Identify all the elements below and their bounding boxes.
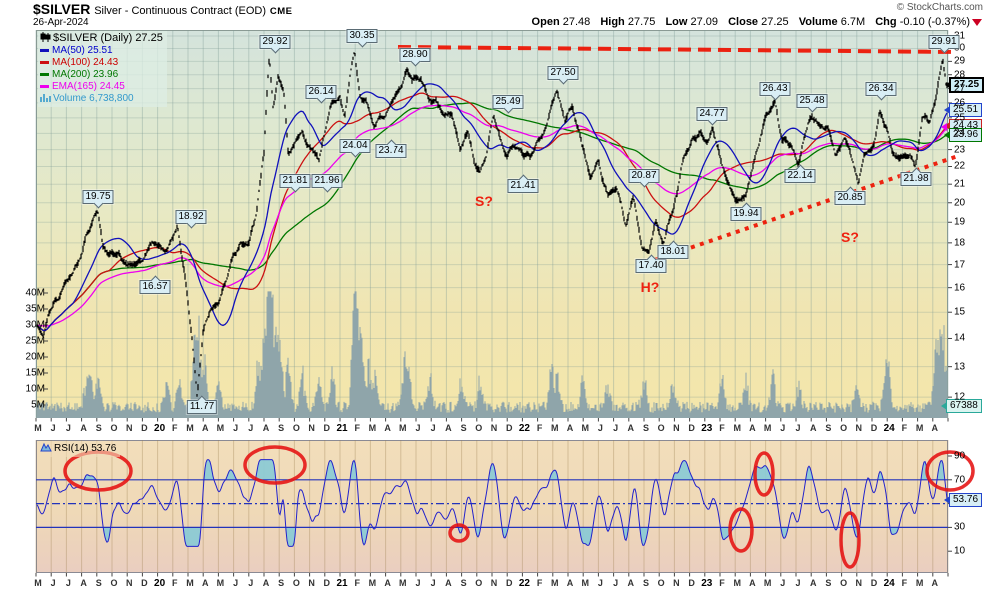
volume-value-box: 67388 [946, 399, 982, 413]
legend-ma200: MA(200) 23.96 [40, 69, 163, 81]
ma50-swatch-icon [40, 48, 49, 52]
legend-ma50: MA(50) 25.51 [40, 45, 163, 57]
high-value: 27.75 [627, 16, 656, 28]
ma200-value-box: 23.96 [949, 128, 983, 142]
low-value: 27.09 [690, 16, 719, 28]
main-legend: $SILVER (Daily) 27.25 MA(50) 25.51 MA(10… [38, 31, 167, 107]
open-label: Open [531, 16, 560, 28]
ma50-value-box: 25.51 [949, 103, 983, 117]
close-label: Close [728, 16, 759, 28]
volume-label: Volume [798, 16, 838, 28]
legend-ema165: EMA(165) 24.45 [40, 81, 163, 93]
quote-bar: Open 27.48 High 27.75 Low 27.09 Close 27… [532, 16, 982, 28]
change-down-icon [972, 18, 982, 26]
volume-bars-icon [40, 94, 51, 102]
ema165-axis-arrow-icon [941, 122, 947, 131]
rsi-plot-background [36, 440, 948, 573]
exchange-label: CME [269, 6, 293, 17]
close-value: 27.25 [761, 16, 789, 28]
rsi-value-box: 53.76 [949, 493, 983, 507]
legend-symbol-row: $SILVER (Daily) 27.25 [40, 32, 163, 45]
ema165-swatch-icon [40, 84, 49, 88]
candlestick-icon [40, 32, 51, 42]
rsi-icon [40, 442, 52, 452]
high-label: High [600, 16, 625, 28]
last-price-box: 27.25 [949, 77, 985, 93]
rsi-legend: RSI(14) 53.76 [38, 441, 121, 457]
chg-value: -0.10 (-0.37%) [899, 16, 970, 28]
ma200-swatch-icon [40, 72, 49, 76]
copyright: © StockCharts.com [896, 2, 983, 13]
chart-date: 26-Apr-2024 [33, 17, 89, 28]
chg-label: Chg [875, 16, 897, 28]
header-line: $SILVER Silver - Continuous Contract (EO… [33, 1, 293, 17]
low-label: Low [665, 16, 688, 28]
volume-value: 6.7M [840, 16, 866, 28]
chart-title: Silver - Continuous Contract (EOD) [94, 5, 266, 17]
legend-volume: Volume 6,738,800 [40, 93, 163, 105]
symbol: $SILVER [33, 1, 91, 17]
open-value: 27.48 [562, 16, 591, 28]
ma100-swatch-icon [40, 60, 49, 64]
legend-ma100: MA(100) 24.43 [40, 57, 163, 69]
